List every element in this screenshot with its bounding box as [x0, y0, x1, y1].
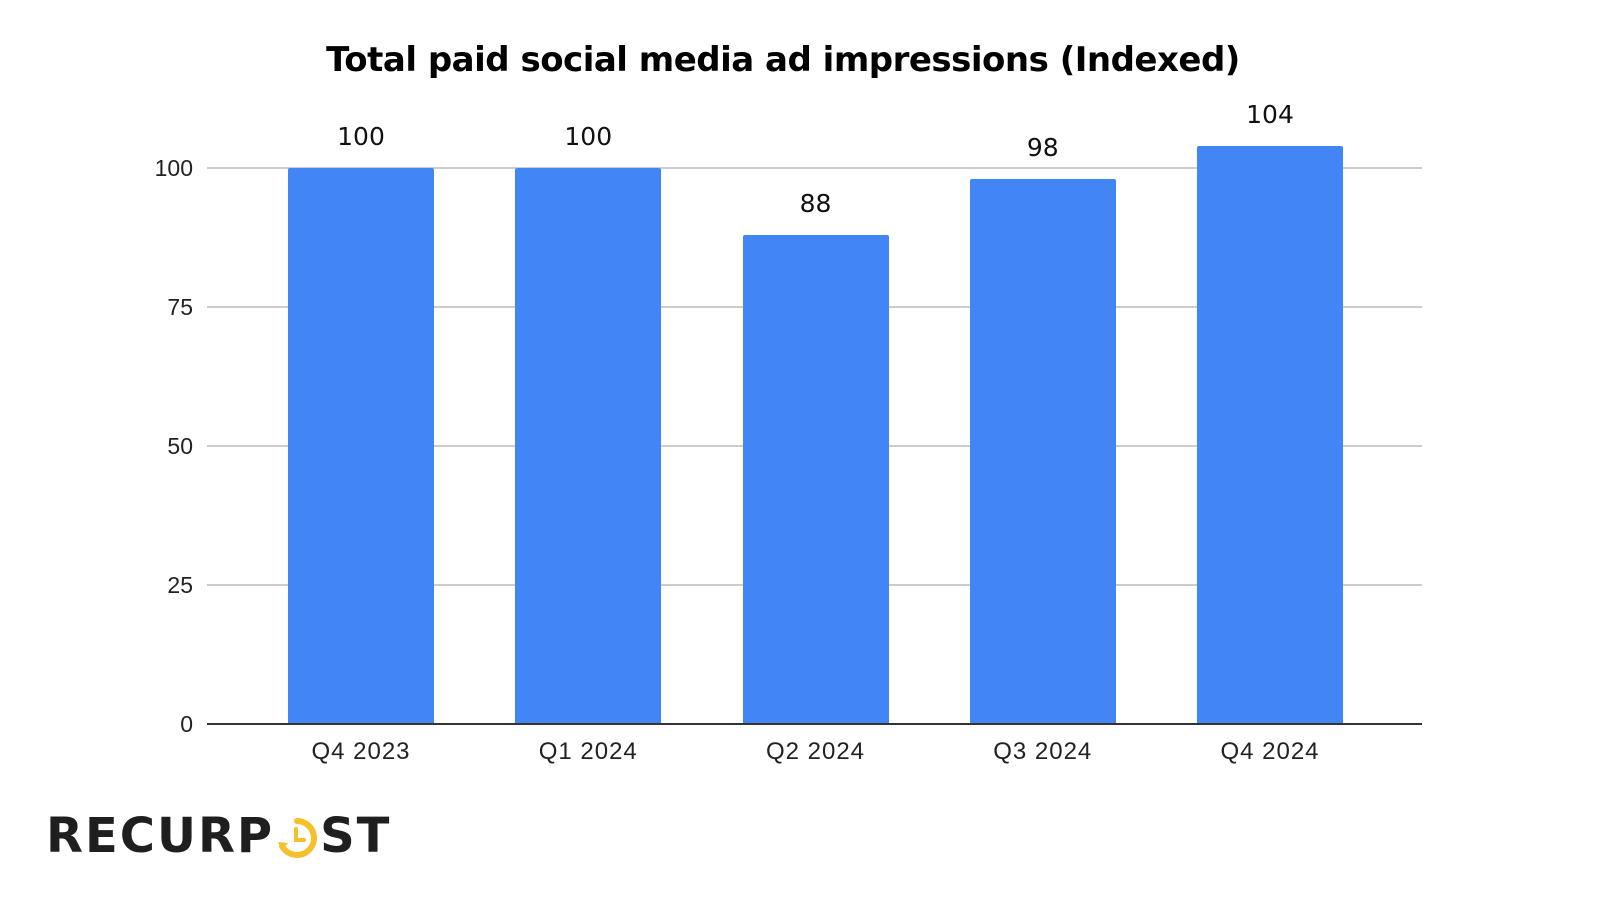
x-tick-label: Q4 2024	[1220, 738, 1320, 765]
bar-value-label: 98	[1026, 133, 1059, 163]
logo-text-prefix: RECURP	[46, 808, 275, 864]
bar-q2-2024	[742, 234, 889, 724]
y-tick-label: 25	[167, 572, 193, 598]
gridline-100	[207, 167, 1422, 169]
chart-title: Total paid social media ad impressions (…	[326, 40, 1240, 80]
bar-value-label: 104	[1246, 99, 1294, 129]
y-tick-label: 50	[167, 433, 193, 459]
bar-q4-2024	[1197, 145, 1343, 724]
bar-q1-2024	[515, 168, 662, 724]
bar-value-label: 88	[799, 188, 832, 218]
recurpost-logo: RECURP ST	[46, 808, 391, 864]
x-tick-label: Q4 2023	[311, 738, 411, 765]
y-tick-label: 100	[154, 155, 193, 181]
logo-text-suffix: ST	[320, 808, 392, 864]
plot-area: 100 100 88 98 104	[207, 99, 1422, 725]
x-axis-line	[207, 723, 1422, 725]
x-tick-label: Q3 2024	[993, 738, 1093, 765]
x-tick-label: Q1 2024	[538, 738, 638, 765]
y-tick-label: 0	[180, 711, 193, 737]
bar-value-label: 100	[564, 122, 613, 151]
bar-q4-2023	[288, 168, 434, 724]
bar-value-label: 100	[337, 122, 385, 151]
x-tick-label: Q2 2024	[765, 738, 866, 765]
clock-icon	[276, 815, 318, 858]
bar-q3-2024	[969, 179, 1116, 724]
y-tick-label: 75	[167, 294, 193, 320]
